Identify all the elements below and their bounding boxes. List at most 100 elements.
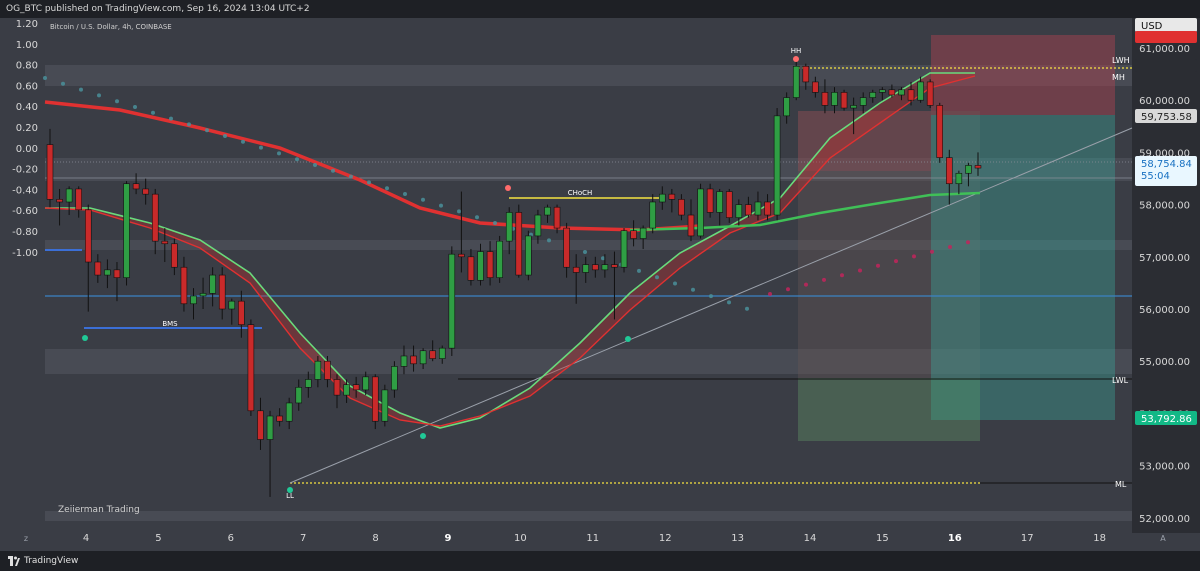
x-axis-tick-label: 4 — [83, 533, 89, 544]
pivot-low-marker — [420, 433, 426, 439]
left-axis-tick-label: -0.60 — [12, 206, 38, 217]
zone-band — [45, 349, 1132, 374]
indicator-dot — [804, 282, 808, 287]
candle-body — [946, 157, 953, 185]
indicator-dot — [529, 232, 533, 237]
reward-box — [931, 115, 1115, 420]
candle-body — [46, 144, 54, 200]
right-axis-tick-label: 52,000.00 — [1139, 514, 1190, 525]
hh-label: HH — [791, 47, 802, 55]
candle-body — [572, 266, 580, 273]
indicator-dot — [97, 93, 101, 98]
candle-body — [199, 293, 207, 297]
symbol-description: Bitcoin / U.S. Dollar, 4h, COINBASE — [50, 23, 172, 31]
zone-band — [45, 511, 1132, 521]
candle-body — [400, 355, 408, 367]
candle-body — [773, 115, 781, 216]
candle-body — [802, 65, 810, 83]
left-axis-tick-label: 0.60 — [16, 81, 38, 92]
x-axis-tick-label: 16 — [948, 533, 962, 544]
x-axis-tick-label: 17 — [1021, 533, 1034, 544]
candle-body — [161, 240, 169, 245]
indicator-dot — [673, 281, 677, 286]
risk-box-left — [798, 111, 931, 171]
candle-body — [343, 384, 350, 396]
candle-body — [649, 201, 656, 229]
candle-body — [735, 204, 743, 218]
candle-body — [879, 89, 886, 93]
right-axis-tick-label: 56,000.00 — [1139, 305, 1190, 316]
candle-body — [630, 230, 637, 239]
x-axis-tick-label: 13 — [731, 533, 744, 544]
ll-label: LL — [286, 492, 294, 500]
indicator-dot — [475, 215, 479, 220]
indicator-dot — [259, 145, 263, 150]
indicator-dot — [840, 273, 844, 278]
indicator-dot — [277, 151, 281, 156]
left-axis-tick-label: -0.20 — [12, 165, 38, 176]
candle-body — [706, 188, 714, 213]
candlestick-chart[interactable]: 1.20 1.00 0.80 0.60 0.40 0.20 0.00 -0.20 -0.40 -0… — [0, 18, 1200, 551]
price-tag-top — [1135, 31, 1197, 43]
candle-body — [410, 355, 417, 365]
indicator-dot — [655, 275, 659, 280]
level-label-mh: MH — [1112, 73, 1125, 82]
pivot-low-marker — [82, 335, 88, 341]
candle-body — [238, 300, 245, 325]
indicator-dot — [151, 110, 155, 115]
candle-body — [659, 193, 666, 203]
candle-body — [716, 191, 723, 213]
indicator-dot — [948, 245, 952, 249]
candle-body — [438, 347, 446, 359]
indicator-dot — [858, 268, 862, 273]
candle-body — [955, 172, 963, 185]
indicator-dot — [313, 163, 317, 167]
candle-body — [850, 105, 857, 109]
target-price-tag-text: 59,753.58 — [1141, 112, 1192, 123]
candle-body — [840, 92, 848, 109]
candle-body — [505, 212, 513, 242]
indicator-dot — [43, 76, 47, 80]
candle-body — [419, 350, 427, 365]
x-axis-tick-label: 9 — [445, 533, 452, 544]
tradingview-logo-icon[interactable] — [8, 556, 20, 566]
indicator-dot — [727, 300, 731, 305]
candle-body — [869, 92, 877, 98]
candle-body — [477, 251, 484, 281]
candle-body — [467, 256, 475, 281]
candle-body — [965, 165, 972, 174]
indicator-dot — [966, 240, 970, 245]
stop-price-tag-text: 53,792.86 — [1141, 414, 1192, 425]
x-axis-tick-label: 5 — [155, 533, 161, 544]
indicator-dot — [241, 139, 245, 144]
candle-body — [123, 183, 130, 278]
ma-ribbon-slow — [44, 75, 976, 427]
candle-body — [247, 324, 255, 412]
zone-band — [45, 65, 1132, 86]
candle-body — [936, 105, 943, 158]
candle-body — [372, 376, 379, 422]
indicator-dot — [133, 105, 137, 109]
candle-body — [611, 264, 618, 268]
indicator-dot — [367, 180, 371, 185]
indicator-dot — [439, 203, 443, 208]
candle-body — [821, 92, 829, 106]
currency-button-text: USD — [1141, 21, 1163, 32]
indicator-dot — [709, 294, 713, 299]
candle-body — [228, 300, 236, 310]
auto-scale-icon: A — [1160, 534, 1166, 543]
candle-body — [907, 89, 915, 101]
candle-body — [104, 269, 111, 276]
ema-red-line — [44, 100, 701, 232]
indicator-dot — [768, 292, 772, 296]
candle-body — [620, 230, 628, 268]
right-axis-tick-label: 53,000.00 — [1139, 462, 1190, 473]
candle-body — [534, 214, 542, 237]
right-axis-tick-label: 55,000.00 — [1139, 357, 1190, 368]
indicator-dot — [115, 99, 119, 104]
candle-body — [544, 206, 551, 216]
indicator-dot — [385, 186, 389, 191]
candle-body — [678, 199, 685, 216]
indicator-dot — [79, 87, 83, 92]
tradingview-brand[interactable]: TradingView — [24, 556, 79, 566]
